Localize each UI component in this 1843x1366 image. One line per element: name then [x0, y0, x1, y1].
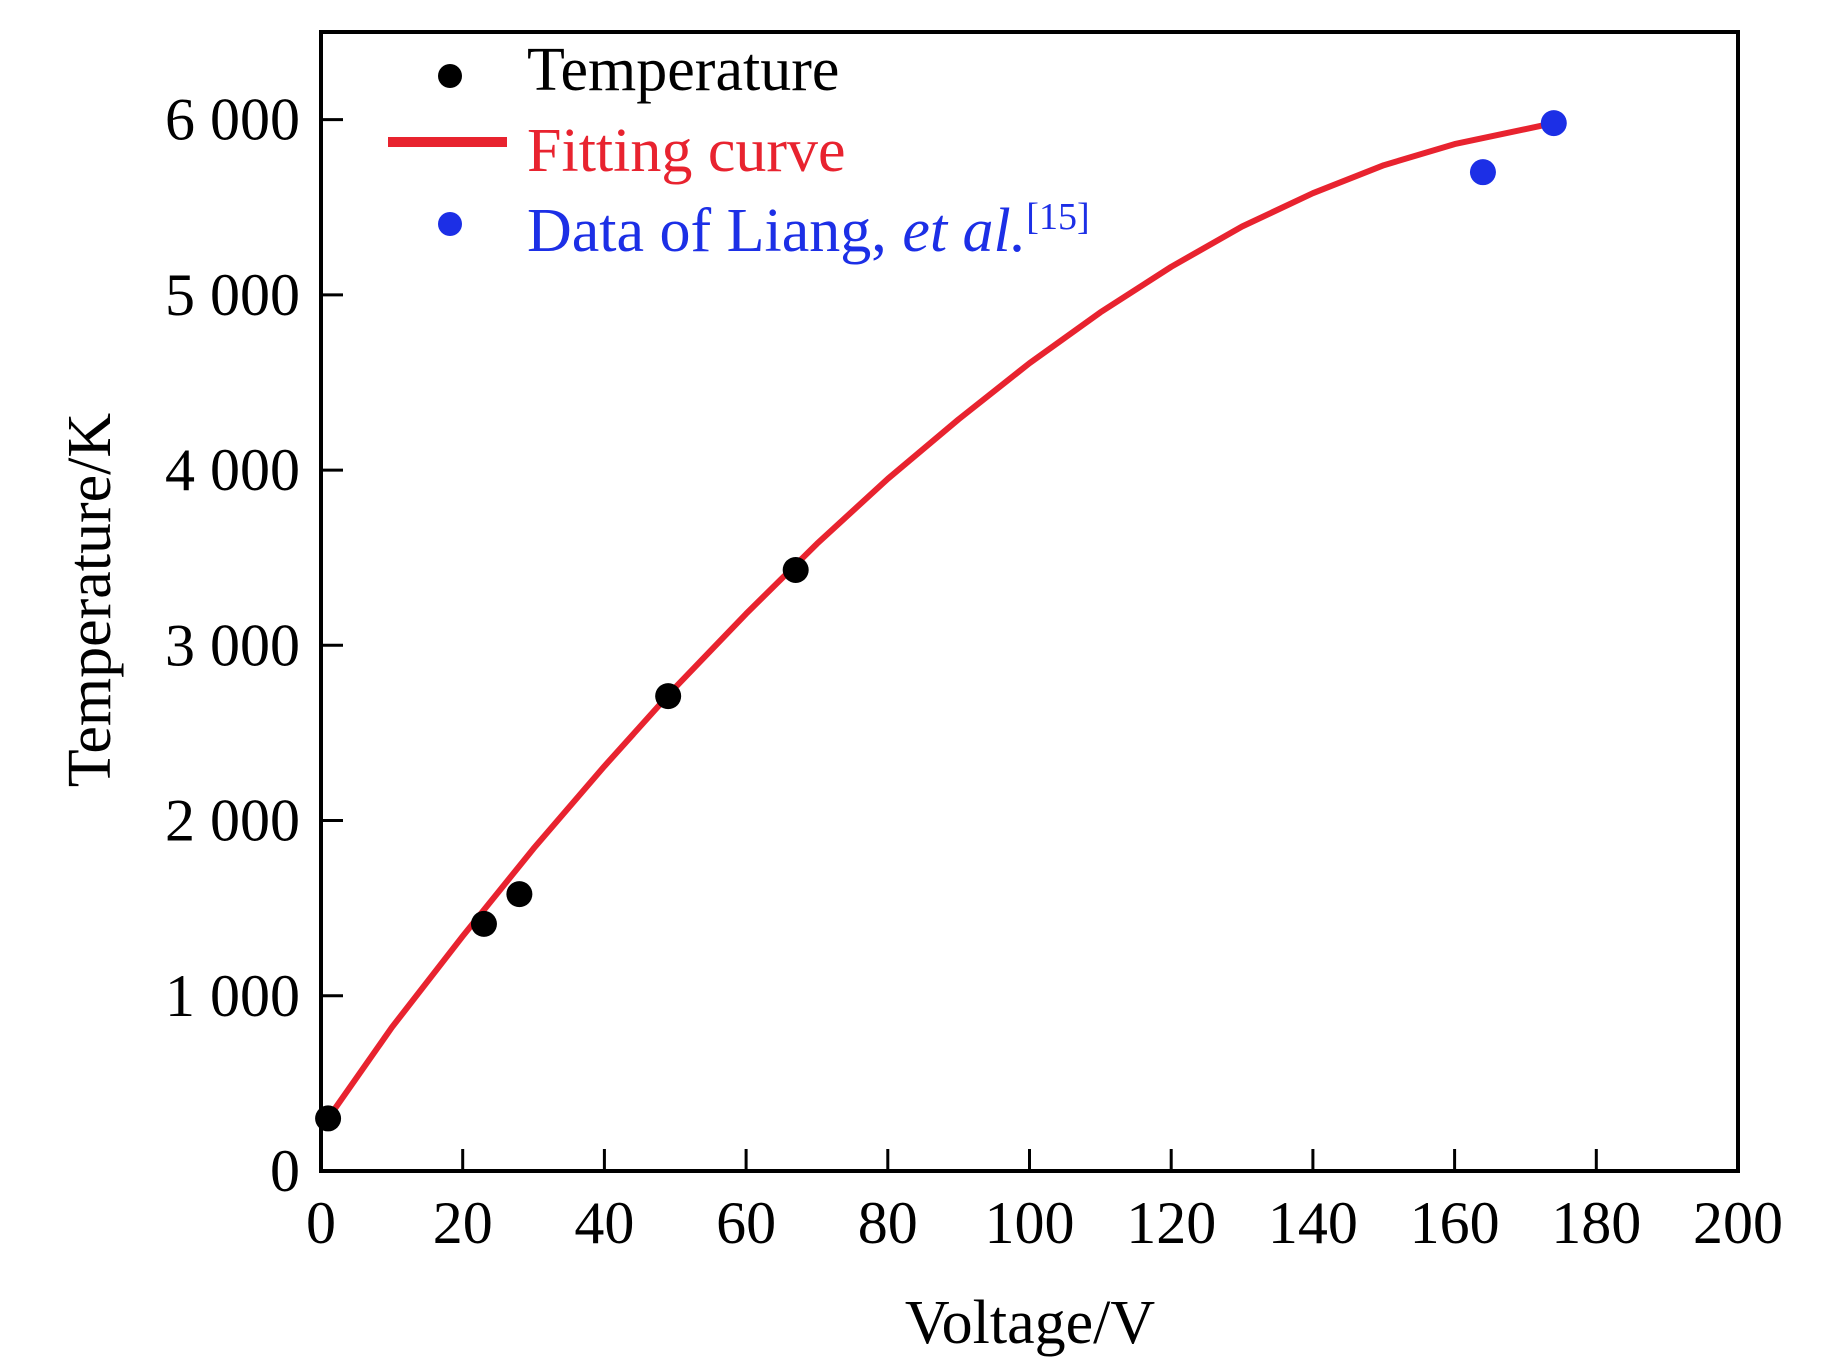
axes-layer: 0 20 40 60 80 100 120 140 160 180 200 0 1 000 2 000 3 … [56, 30, 1783, 1357]
legend: Temperature Fitting curve Data of Liang,… [388, 36, 1090, 265]
temperature-point-1 [470, 910, 497, 937]
x-tick-label-120: 120 [1126, 1190, 1216, 1256]
temperature-point-2 [506, 881, 533, 908]
y-tick-label-6000: 6 000 [165, 87, 300, 153]
liang-data-point-0 [1469, 159, 1496, 186]
legend-marker-liang [438, 212, 462, 236]
x-tick-label-200: 200 [1693, 1190, 1783, 1256]
legend-label-liang-prefix: Data of Liang, [527, 197, 902, 265]
legend-label-temperature: Temperature [527, 36, 839, 104]
y-tick-label-5000: 5 000 [165, 262, 300, 328]
x-tick-label-100: 100 [985, 1190, 1075, 1256]
x-tick-label-0: 0 [306, 1190, 336, 1256]
legend-label-liang-italic: et al. [902, 197, 1026, 265]
fitting-curve-line [325, 120, 1557, 1122]
x-tick-label-60: 60 [716, 1190, 776, 1256]
x-tick-label-180: 180 [1551, 1190, 1641, 1256]
x-tick-label-80: 80 [858, 1190, 918, 1256]
temperature-point-3 [655, 683, 682, 710]
y-tick-label-1000: 1 000 [165, 963, 300, 1029]
x-tick-label-160: 160 [1410, 1190, 1500, 1256]
legend-label-fitting: Fitting curve [527, 117, 846, 185]
series-layer [315, 110, 1567, 1132]
legend-label-liang-ref: [15] [1026, 196, 1089, 238]
temperature-point-0 [315, 1105, 342, 1132]
x-tick-label-20: 20 [433, 1190, 493, 1256]
legend-marker-temperature [438, 64, 462, 88]
x-axis-label: Voltage/V [905, 1289, 1155, 1357]
temperature-point-4 [782, 556, 809, 583]
x-tick-label-140: 140 [1268, 1190, 1358, 1256]
legend-label-liang: Data of Liang, et al.[15] [527, 196, 1090, 265]
y-tick-label-3000: 3 000 [165, 612, 300, 678]
y-tick-label-2000: 2 000 [165, 788, 300, 854]
y-tick-label-4000: 4 000 [165, 437, 300, 503]
liang-data-point-1 [1540, 110, 1567, 137]
y-tick-label-0: 0 [270, 1138, 300, 1204]
y-axis-label: Temperature/K [56, 413, 124, 788]
x-tick-label-40: 40 [574, 1190, 634, 1256]
